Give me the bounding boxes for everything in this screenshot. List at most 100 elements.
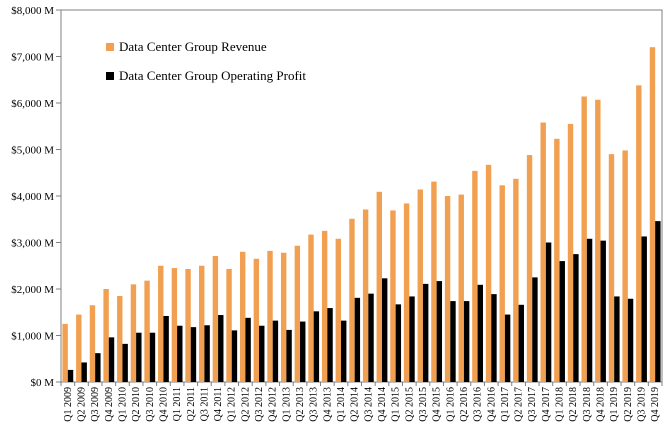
bar-revenue [485, 164, 492, 382]
bar-revenue [526, 155, 533, 382]
y-tick-label: $2,000 M [11, 284, 54, 296]
bar-operating-profit [327, 308, 333, 382]
y-axis: $0 M $1,000 M $2,000 M $3,000 M $4,000 M $5,0… [11, 5, 61, 389]
bar-operating-profit [272, 320, 279, 382]
x-tick-label: Q1 2011 [172, 387, 183, 421]
legend-label-operating-profit: Data Center Group Operating Profit [119, 68, 306, 83]
bar-operating-profit [477, 284, 483, 382]
x-tick-label: Q1 2017 [500, 387, 511, 422]
bar-revenue [89, 305, 96, 382]
bar-operating-profit [149, 332, 156, 382]
bar-operating-profit [545, 242, 552, 382]
bar-revenue [376, 191, 382, 382]
bar-revenue [444, 196, 451, 382]
bar-revenue [554, 138, 560, 382]
bar-operating-profit [231, 330, 238, 382]
y-tick-label: $6,000 M [11, 98, 54, 110]
bar-operating-profit [614, 296, 620, 382]
bar-operating-profit [286, 329, 292, 382]
x-tick-label: Q3 2015 [418, 387, 429, 422]
x-tick-label: Q2 2011 [186, 387, 197, 421]
x-tick-label: Q4 2013 [322, 387, 333, 422]
x-tick-label: Q2 2018 [568, 387, 579, 422]
legend-swatch-operating-profit [106, 72, 114, 80]
bar-operating-profit [436, 281, 443, 382]
bar-operating-profit [641, 236, 647, 382]
x-tick-label: Q2 2012 [240, 387, 251, 422]
legend-swatch-revenue [106, 43, 114, 51]
bar-operating-profit [190, 327, 197, 382]
x-tick-label: Q4 2017 [541, 387, 552, 422]
bar-operating-profit [95, 353, 101, 382]
bar-revenue [622, 150, 628, 382]
x-tick-label: Q2 2016 [459, 387, 470, 422]
bar-operating-profit [627, 298, 634, 382]
y-tick-label: $0 M [30, 377, 54, 389]
bar-operating-profit [341, 320, 347, 382]
x-tick-label: Q1 2016 [445, 387, 456, 422]
x-tick-label: Q4 2010 [158, 387, 169, 422]
bar-operating-profit [313, 311, 320, 382]
bar-revenue [417, 189, 423, 382]
bar-operating-profit [218, 315, 224, 382]
bar-operating-profit [259, 325, 265, 382]
x-tick-label: Q2 2014 [350, 387, 361, 422]
bar-revenue [280, 252, 287, 382]
bar-revenue [226, 269, 232, 382]
x-tick-label: Q4 2009 [104, 387, 115, 422]
bar-revenue [321, 230, 328, 383]
bar-revenue [212, 255, 219, 382]
x-tick-label: Q4 2019 [650, 387, 661, 422]
bar-revenue [513, 178, 519, 382]
x-tick-label: Q3 2017 [527, 387, 538, 422]
x-tick-label: Q1 2019 [609, 387, 620, 422]
x-tick-label: Q3 2010 [145, 387, 156, 422]
x-tick-label: Q4 2014 [377, 387, 388, 422]
x-tick-label: Q2 2010 [131, 387, 142, 422]
bar-operating-profit [573, 254, 579, 383]
bar-revenue [472, 170, 478, 382]
x-tick-label: Q1 2015 [391, 387, 402, 422]
bar-revenue [349, 218, 355, 382]
x-tick-label: Q1 2018 [555, 387, 566, 422]
bar-revenue [294, 245, 301, 382]
legend: Data Center Group Revenue Data Center Gr… [106, 39, 306, 83]
bar-operating-profit [108, 337, 115, 382]
bar-revenue [636, 85, 642, 382]
bars [62, 47, 661, 383]
bar-revenue [499, 185, 505, 382]
bar-operating-profit [368, 293, 374, 382]
bar-revenue [403, 203, 410, 382]
bar-operating-profit [409, 296, 415, 382]
bar-revenue [431, 181, 437, 382]
bar-revenue [199, 265, 205, 382]
bar-operating-profit [422, 283, 429, 382]
x-tick-label: Q1 2014 [336, 387, 347, 422]
bar-revenue [567, 123, 574, 383]
bar-operating-profit [136, 332, 142, 382]
x-tick-label: Q3 2013 [309, 387, 320, 422]
bar-operating-profit [122, 343, 128, 382]
y-tick-label: $8,000 M [11, 5, 54, 17]
bar-revenue [130, 284, 137, 382]
bar-operating-profit [81, 362, 87, 382]
x-tick-label: Q3 2018 [582, 387, 593, 422]
x-tick-label: Q2 2015 [404, 387, 415, 422]
x-tick-label: Q3 2019 [637, 387, 648, 422]
bar-operating-profit [504, 314, 511, 382]
y-tick-label: $4,000 M [11, 191, 54, 203]
x-tick-label: Q2 2019 [623, 387, 634, 422]
bar-operating-profit [532, 277, 538, 383]
bar-revenue [608, 154, 615, 382]
x-tick-label: Q2 2017 [514, 387, 525, 422]
bar-revenue [117, 295, 123, 382]
bar-operating-profit [395, 304, 402, 382]
bar-operating-profit [67, 369, 74, 382]
bar-operating-profit [450, 301, 456, 382]
y-tick-label: $5,000 M [11, 145, 54, 157]
bar-operating-profit [204, 325, 210, 382]
bar-operating-profit [655, 221, 661, 382]
x-axis: Q1 2009 Q2 2009 Q3 2009 Q4 2009 Q1 2010 Q2 20… [60, 382, 663, 422]
bar-revenue [171, 268, 178, 382]
